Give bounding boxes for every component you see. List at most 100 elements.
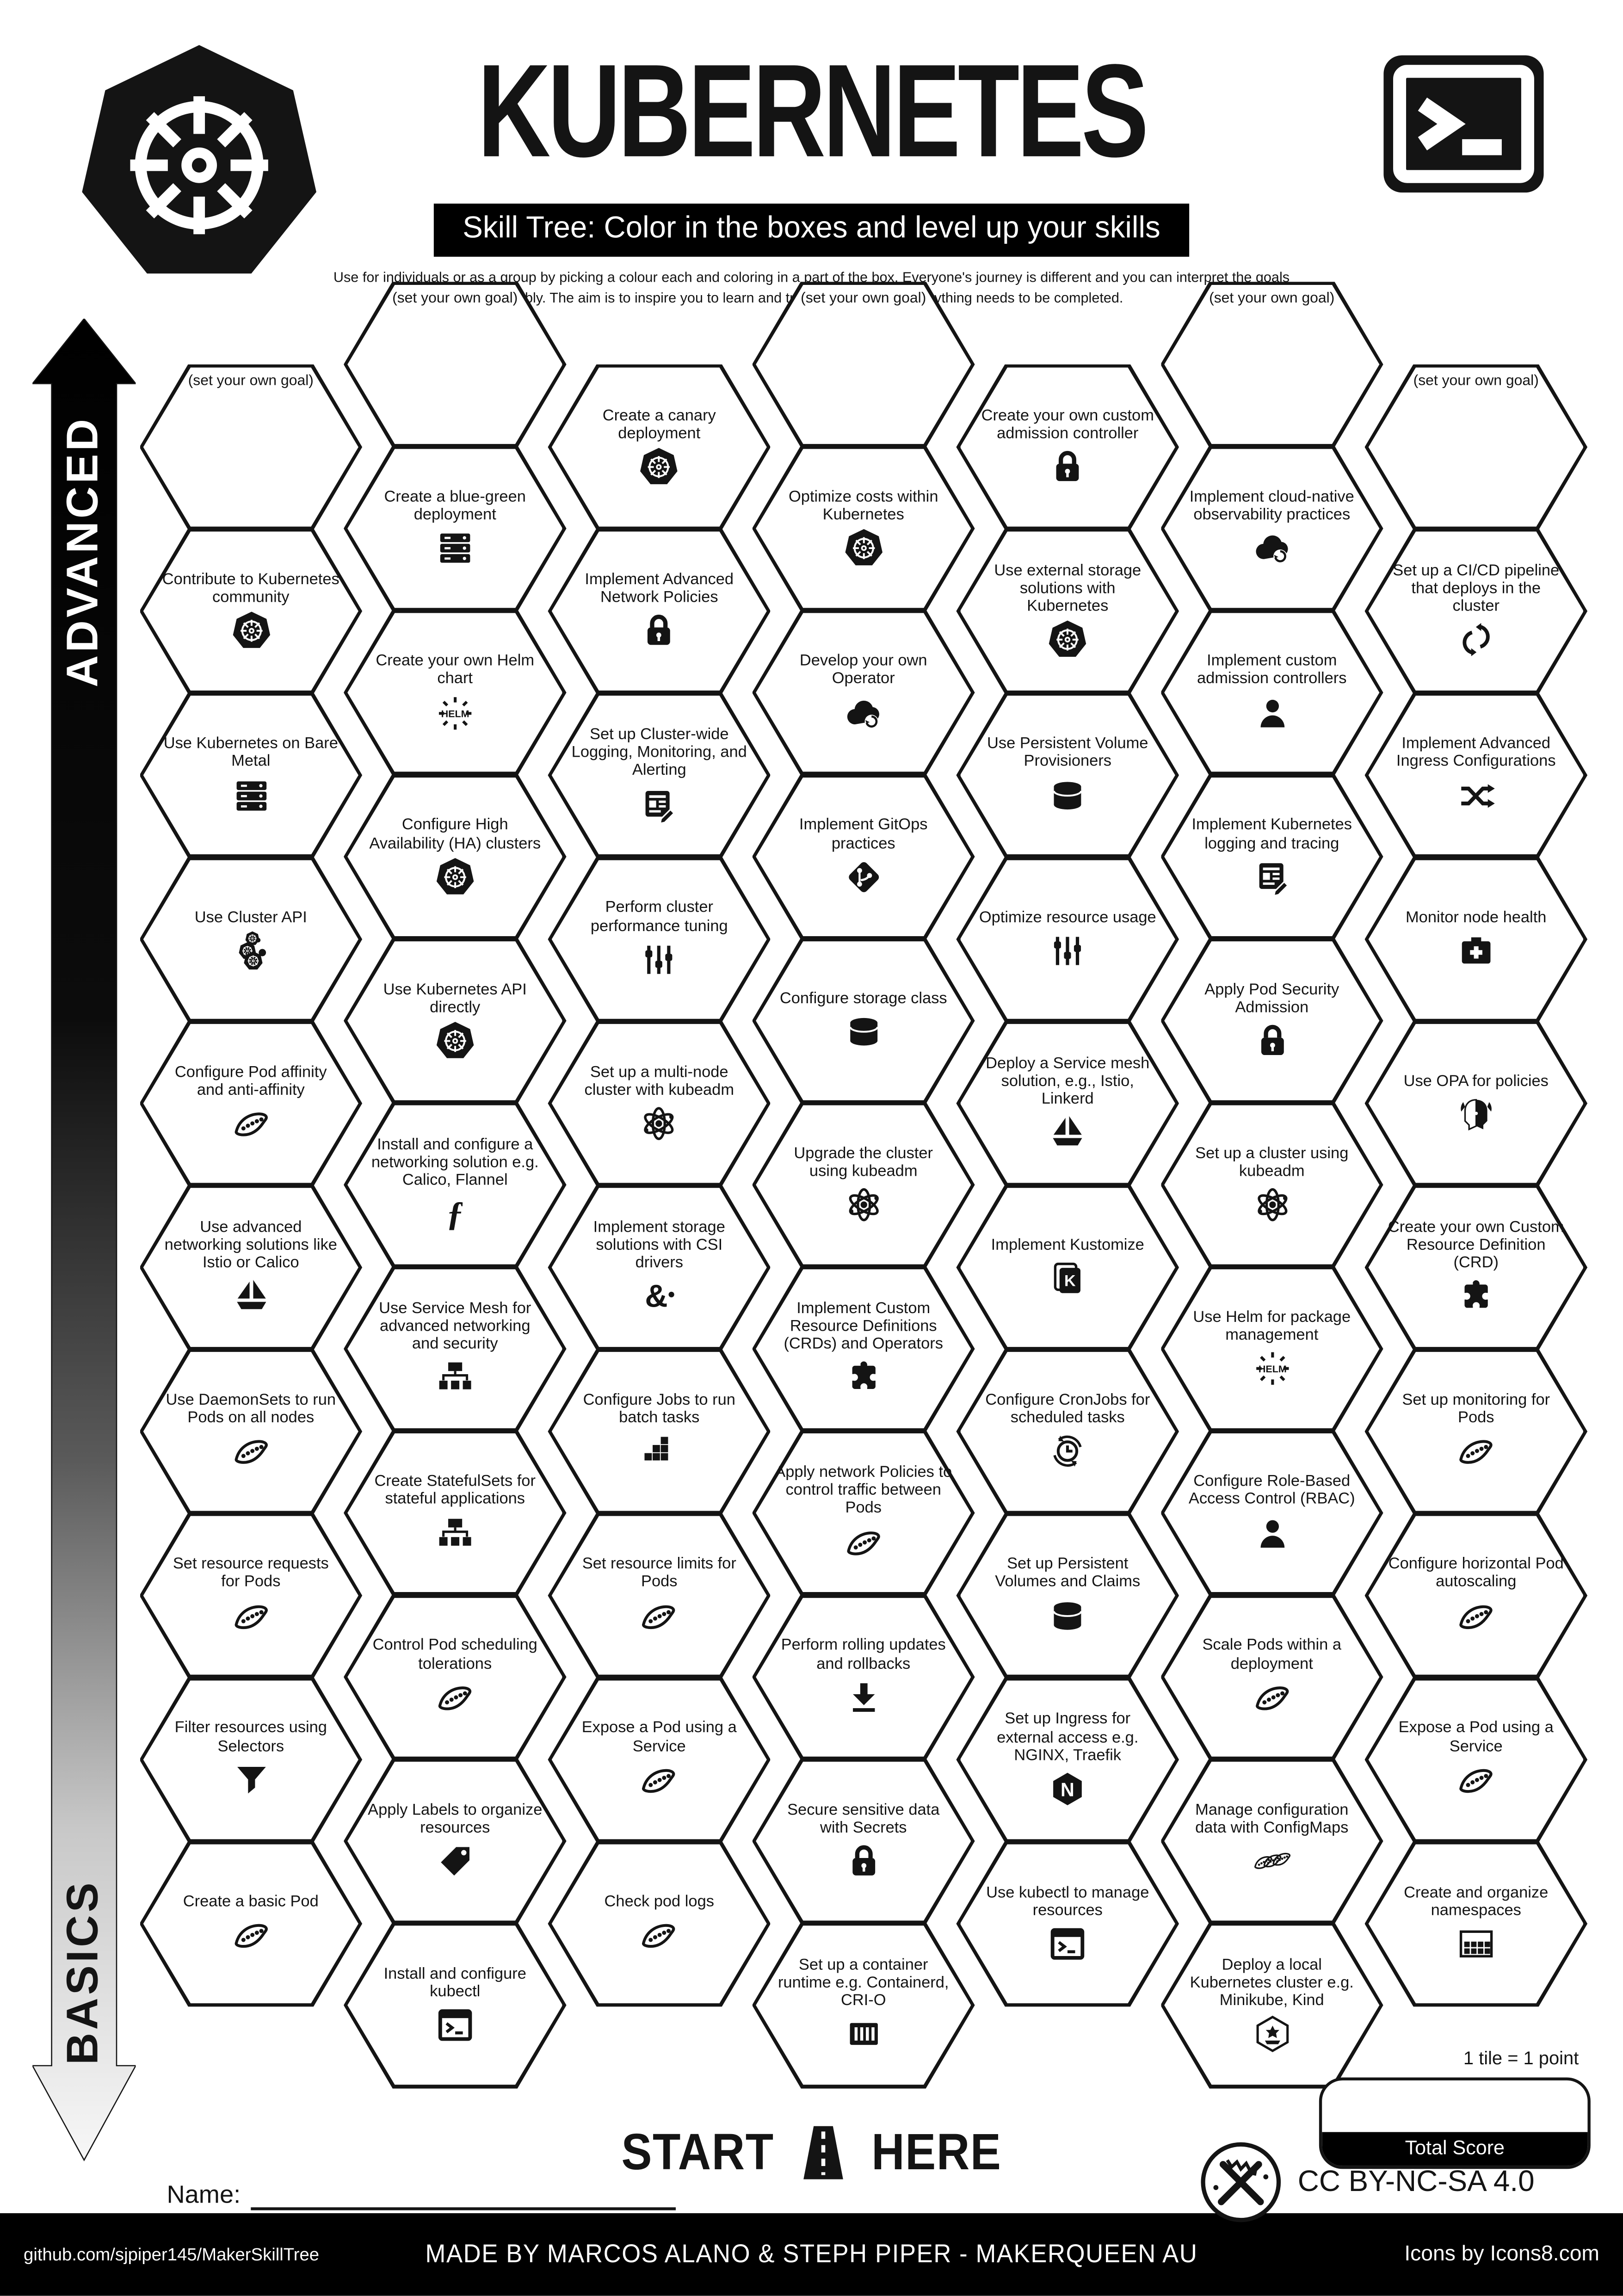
skill-hex-fill bbox=[143, 1024, 358, 1183]
skill-hex: Contribute to Kubernetes community bbox=[139, 528, 363, 695]
skill-hex-label: Optimize costs within Kubernetes bbox=[789, 488, 938, 525]
header: KUBERNETES Skill Tree: Color in the boxe… bbox=[273, 24, 1350, 309]
atom-icon bbox=[844, 1185, 883, 1225]
skill-hex: Set up a cluster using kubeadm bbox=[1160, 1101, 1383, 1268]
skill-hex-label: Set resource limits for Pods bbox=[582, 1555, 736, 1592]
skill-hex-content: Set up a multi-node cluster with kubeadm bbox=[570, 1027, 748, 1179]
skill-hex: Apply network Policies to control traffi… bbox=[752, 1429, 975, 1597]
atom-icon bbox=[1252, 1185, 1292, 1225]
skill-hex: Expose a Pod using a Service bbox=[548, 1676, 771, 1843]
skill-hex-label: Optimize resource usage bbox=[979, 908, 1156, 926]
skill-hex-content: Use Persistent Volume Provisioners bbox=[978, 699, 1157, 852]
puzzle-icon bbox=[1456, 1277, 1496, 1316]
skill-hex: Expose a Pod using a Service bbox=[1364, 1676, 1588, 1843]
firstaid-icon bbox=[1456, 931, 1496, 970]
skill-hex-content: Apply network Policies to control traffi… bbox=[774, 1437, 953, 1589]
license-text: CC BY-NC-SA 4.0 bbox=[1297, 2165, 1535, 2198]
skill-hex-label: Configure storage class bbox=[779, 989, 947, 1007]
skill-hex-label: Deploy a Service mesh solution, e.g., Is… bbox=[986, 1054, 1150, 1108]
skill-hex: Scale Pods within a deployment bbox=[1160, 1593, 1383, 1760]
skill-hex-content: Contribute to Kubernetes community bbox=[161, 535, 340, 687]
skill-hex-content: Implement Kustomize bbox=[978, 1191, 1157, 1344]
skill-hex-fill bbox=[551, 531, 767, 691]
skill-hex-content: Perform rolling updates and rollbacks bbox=[774, 1601, 953, 1753]
skill-hex: Set up Ingress for external access e.g. … bbox=[956, 1676, 1179, 1843]
sliders-icon bbox=[639, 939, 679, 979]
footer-bar: github.com/sjpiper145/MakerSkillTree MAD… bbox=[0, 2213, 1623, 2296]
skill-hex: Monitor node health bbox=[1364, 856, 1588, 1023]
skill-hex-fill bbox=[1368, 1516, 1584, 1675]
peapod-icon bbox=[1456, 1596, 1496, 1636]
person-icon bbox=[1252, 693, 1292, 733]
skill-hex-fill bbox=[143, 367, 358, 527]
skill-hex-label: Set up a cluster using kubeadm bbox=[1195, 1144, 1349, 1180]
skill-hex: Set up a CI/CD pipeline that deploys in … bbox=[1364, 528, 1588, 695]
skill-hex: Set resource requests for Pods bbox=[139, 1512, 363, 1679]
skill-hex-content: Create a basic Pod bbox=[161, 1848, 340, 2000]
skill-hex-label: Use Kubernetes API directly bbox=[383, 981, 527, 1017]
skill-hex-content: Apply Pod Security Admission bbox=[1183, 945, 1361, 1097]
skill-hex-label: Implement storage solutions with CSI dri… bbox=[593, 1218, 725, 1272]
skill-hex-label: Expose a Pod using a Service bbox=[1398, 1719, 1554, 1755]
skill-hex-fill bbox=[551, 1844, 767, 2004]
skill-hex: Use Kubernetes on Bare Metal bbox=[139, 691, 363, 859]
skill-hex: Filter resources using Selectors bbox=[139, 1676, 363, 1843]
skill-hex-fill bbox=[960, 1844, 1175, 2004]
skill-hex-label: Perform cluster performance tuning bbox=[590, 899, 728, 935]
skill-hex-fill bbox=[756, 1269, 971, 1429]
subtitle-banner: Skill Tree: Color in the boxes and level… bbox=[433, 204, 1190, 257]
tag-icon bbox=[435, 1841, 475, 1881]
skill-hex: Secure sensitive data with Secrets bbox=[752, 1758, 975, 1925]
skill-hex: Set up a container runtime e.g. Containe… bbox=[752, 1921, 975, 2089]
skill-hex-content: Create your own custom admission control… bbox=[978, 371, 1157, 523]
skill-hex-label: Apply Pod Security Admission bbox=[1204, 981, 1339, 1017]
skill-hex-fill bbox=[1164, 449, 1380, 608]
skill-hex-fill bbox=[1164, 1433, 1380, 1592]
skill-hex-content: Implement storage solutions with CSI dri… bbox=[570, 1191, 748, 1344]
skill-hex: Control Pod scheduling tolerations bbox=[343, 1593, 567, 1760]
skill-hex-content: Configure CronJobs for scheduled tasks bbox=[978, 1356, 1157, 1508]
cylinder-icon bbox=[1048, 776, 1087, 815]
skill-hex-content: Set up Ingress for external access e.g. … bbox=[978, 1684, 1157, 1836]
server-icon bbox=[435, 529, 475, 568]
container-icon bbox=[844, 2014, 883, 2054]
skill-hex-label: Install and configure kubectl bbox=[383, 1965, 526, 2001]
skill-hex-label: Create your own Helm chart bbox=[376, 652, 535, 688]
skill-hex-content: Use Cluster API bbox=[161, 863, 340, 1015]
skill-hex-label: Create and organize namespaces bbox=[1404, 1883, 1549, 1920]
road-icon bbox=[789, 2119, 857, 2187]
skill-hex-content: Monitor node health bbox=[1387, 863, 1565, 1015]
skill-hex-content: Use kubectl to manage resources bbox=[978, 1848, 1157, 2000]
skill-hex-content: Upgrade the cluster using kubeadm bbox=[774, 1109, 953, 1261]
doc-icon bbox=[1252, 857, 1292, 897]
peapods-icon bbox=[1252, 1841, 1292, 1881]
skill-hex: Implement Advanced Network Policies bbox=[548, 528, 771, 695]
atom-icon bbox=[639, 1104, 679, 1143]
peapod-icon bbox=[231, 1104, 271, 1143]
skill-hex-content: Implement GitOps practices bbox=[774, 781, 953, 933]
skill-hex: Create and organize namespaces bbox=[1364, 1840, 1588, 2007]
skill-hex-label: Manage configuration data with ConfigMap… bbox=[1195, 1801, 1349, 1837]
skill-hex-fill bbox=[756, 613, 971, 772]
skill-hex: (set your own goal) bbox=[139, 364, 363, 531]
skill-hex-fill bbox=[1164, 777, 1380, 937]
cicd-icon bbox=[1456, 620, 1496, 660]
skill-hex-label: Set up monitoring for Pods bbox=[1402, 1391, 1550, 1427]
skill-hex-fill bbox=[960, 1352, 1175, 1511]
skill-hex-content: Deploy a local Kubernetes cluster e.g. M… bbox=[1183, 1929, 1361, 2081]
skill-hex-content: Use Helm for package management bbox=[1183, 1273, 1361, 1425]
skill-hex: Implement GitOps practices bbox=[752, 773, 975, 940]
skill-hex-fill bbox=[347, 1761, 563, 1921]
skill-hex: Use DaemonSets to run Pods on all nodes bbox=[139, 1348, 363, 1515]
skill-hex: Manage configuration data with ConfigMap… bbox=[1160, 1758, 1383, 1925]
flannel-icon bbox=[435, 1194, 475, 1234]
sailboat-icon bbox=[1048, 1113, 1087, 1153]
skill-hex-label: Implement Advanced Ingress Configuration… bbox=[1396, 735, 1556, 771]
helm-icon bbox=[435, 693, 475, 733]
skill-hex-fill bbox=[1368, 1352, 1584, 1511]
download-icon bbox=[844, 1677, 883, 1717]
sailboat-icon bbox=[231, 1277, 271, 1316]
skill-hex-content: Control Pod scheduling tolerations bbox=[366, 1601, 544, 1753]
skill-hex-content: Configure Pod affinity and anti-affinity bbox=[161, 1027, 340, 1179]
skill-hex-content: Develop your own Operator bbox=[774, 617, 953, 769]
